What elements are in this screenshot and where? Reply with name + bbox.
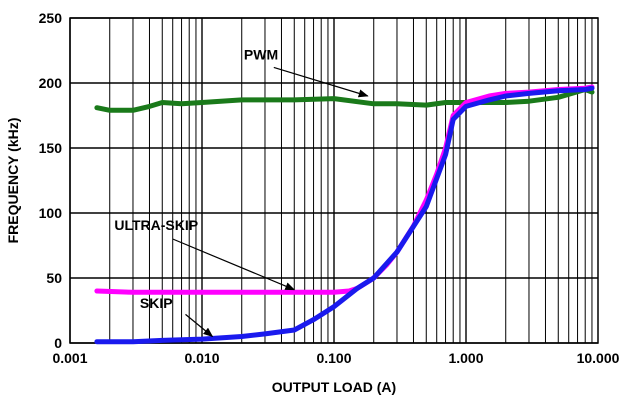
y-tick-label: 100 (39, 205, 63, 221)
x-tick-labels: 0.001 0.010 0.100 1.000 10.000 (52, 350, 619, 366)
y-tick-label: 200 (39, 75, 63, 91)
series-line-skip (94, 85, 595, 345)
annotation-arrow-skip (185, 313, 214, 338)
y-tick-labels: 0 50 100 150 200 250 (39, 10, 63, 351)
annotation-pwm: PWM (244, 47, 278, 63)
x-tick-label: 0.001 (52, 350, 87, 366)
annotation-arrow-ultra-skip (172, 238, 296, 291)
x-axis-title: OUTPUT LOAD (A) (272, 379, 396, 395)
x-tick-label: 10.000 (577, 350, 620, 366)
y-tick-label: 0 (54, 335, 62, 351)
x-tick-label: 0.010 (184, 350, 219, 366)
series-line-pwm (94, 87, 595, 113)
series-layer (94, 84, 595, 345)
y-tick-label: 250 (39, 10, 63, 26)
x-tick-label: 0.100 (316, 350, 351, 366)
y-tick-label: 150 (39, 140, 63, 156)
y-axis-title: FREQUENCY (kHz) (5, 118, 21, 244)
y-tick-label: 50 (46, 270, 62, 286)
series-line-ultra-skip (94, 84, 595, 295)
annotation-arrow-pwm (273, 66, 369, 98)
annotation-skip: SKIP (140, 295, 173, 311)
annotation-ultra-skip: ULTRA-SKIP (114, 217, 198, 233)
plot-frame (69, 17, 599, 344)
annotation-layer: PWM ULTRA-SKIP SKIP (114, 47, 369, 338)
x-tick-label: 1.000 (448, 350, 483, 366)
